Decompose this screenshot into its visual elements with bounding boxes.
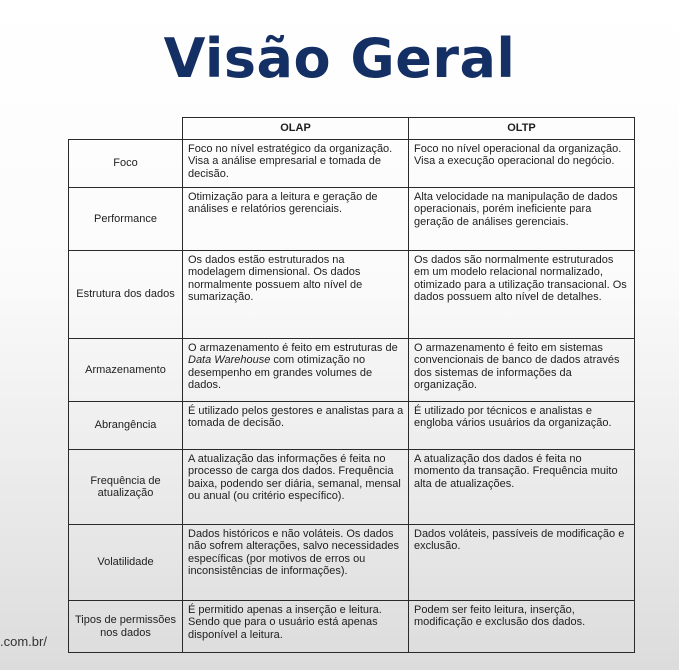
- table-row-frequencia: Frequência de atualização A atualização …: [68, 449, 635, 525]
- cell-olap-performance: Otimização para a leitura e geração de a…: [182, 187, 409, 251]
- empty-corner-cell: [68, 117, 183, 140]
- cell-olap-abrangencia: É utilizado pelos gestores e analistas p…: [182, 401, 409, 450]
- cell-oltp-estrutura: Os dados são normalmente estruturados em…: [408, 250, 635, 339]
- table-row-abrangencia: Abrangência É utilizado pelos gestores e…: [68, 401, 635, 450]
- row-label-abrangencia: Abrangência: [68, 401, 183, 450]
- row-label-foco: Foco: [68, 139, 183, 188]
- table-row-foco: Foco Foco no nível estratégico da organi…: [68, 139, 635, 188]
- table-row-permissoes: Tipos de permissões nos dados É permitid…: [68, 600, 635, 653]
- row-label-frequencia: Frequência de atualização: [68, 449, 183, 525]
- comparison-table: OLAP OLTP Foco Foco no nível estratégico…: [68, 117, 635, 653]
- cell-oltp-abrangencia: É utilizado por técnicos e analistas e e…: [408, 401, 635, 450]
- table-row-armazenamento: Armazenamento O armazenamento é feito em…: [68, 338, 635, 402]
- table-row-volatilidade: Volatilidade Dados históricos e não volá…: [68, 524, 635, 601]
- cell-oltp-foco: Foco no nível operacional da organização…: [408, 139, 635, 188]
- column-header-olap: OLAP: [182, 117, 409, 140]
- cell-oltp-permissoes: Podem ser feito leitura, inserção, modif…: [408, 600, 635, 653]
- cell-oltp-volatilidade: Dados voláteis, passíveis de modificação…: [408, 524, 635, 601]
- column-header-oltp: OLTP: [408, 117, 635, 140]
- cell-oltp-armazenamento: O armazenamento é feito em sistemas conv…: [408, 338, 635, 402]
- table-row-performance: Performance Otimização para a leitura e …: [68, 187, 635, 251]
- cell-olap-foco: Foco no nível estratégico da organização…: [182, 139, 409, 188]
- row-label-performance: Performance: [68, 187, 183, 251]
- row-label-armazenamento: Armazenamento: [68, 338, 183, 402]
- page-title: Visão Geral: [163, 27, 516, 90]
- cell-olap-armazenamento: O armazenamento é feito em estruturas de…: [182, 338, 409, 402]
- cell-olap-armazenamento-text-end: com otimização no desempenho em grandes …: [188, 354, 373, 392]
- table-header-row: OLAP OLTP: [68, 117, 635, 140]
- row-label-estrutura: Estrutura dos dados: [68, 250, 183, 339]
- cell-olap-permissoes: É permitido apenas a inserção e leitura.…: [182, 600, 409, 653]
- row-label-volatilidade: Volatilidade: [68, 524, 183, 601]
- table-row-estrutura: Estrutura dos dados Os dados estão estru…: [68, 250, 635, 339]
- cell-olap-armazenamento-text: O armazenamento é feito em estruturas de: [188, 342, 398, 354]
- cell-olap-frequencia: A atualização das informações é feita no…: [182, 449, 409, 525]
- cell-oltp-performance: Alta velocidade na manipulação de dados …: [408, 187, 635, 251]
- data-warehouse-term: Data Warehouse: [188, 354, 271, 367]
- row-label-permissoes: Tipos de permissões nos dados: [68, 600, 183, 653]
- cell-olap-estrutura: Os dados estão estruturados na modelagem…: [182, 250, 409, 339]
- website-url-fragment: .com.br/: [0, 634, 47, 649]
- cell-olap-volatilidade: Dados históricos e não voláteis. Os dado…: [182, 524, 409, 601]
- cell-oltp-frequencia: A atualização dos dados é feita no momen…: [408, 449, 635, 525]
